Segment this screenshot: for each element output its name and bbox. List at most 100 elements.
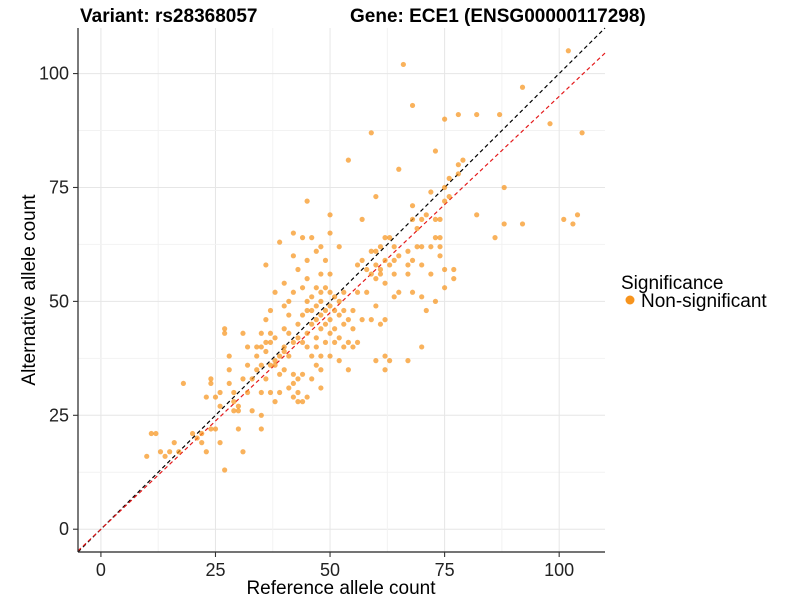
data-point — [451, 276, 457, 282]
data-point — [460, 157, 466, 163]
data-point — [327, 353, 333, 359]
data-point — [318, 271, 324, 277]
data-point — [254, 344, 260, 350]
data-point — [249, 408, 255, 414]
data-point — [272, 362, 278, 368]
data-point — [240, 376, 246, 382]
data-point — [428, 189, 434, 195]
data-point — [382, 235, 388, 241]
data-point — [235, 408, 241, 414]
data-point — [419, 216, 425, 222]
data-point — [309, 294, 315, 300]
data-point — [272, 335, 278, 341]
data-point — [437, 253, 443, 259]
data-point — [354, 289, 361, 295]
data-point — [313, 303, 319, 309]
data-point — [231, 408, 237, 414]
data-point — [396, 289, 402, 295]
data-point — [501, 221, 507, 227]
data-point — [299, 285, 306, 291]
data-point — [235, 426, 241, 432]
data-point — [368, 248, 374, 254]
data-point — [263, 348, 269, 355]
data-point — [373, 276, 379, 282]
data-point — [304, 307, 310, 314]
data-point — [249, 376, 255, 382]
data-point — [267, 389, 274, 396]
data-point — [391, 271, 397, 277]
data-point — [579, 130, 585, 136]
data-point — [446, 175, 452, 181]
data-point — [304, 330, 310, 336]
data-point — [281, 303, 287, 309]
data-point — [217, 440, 223, 446]
data-point — [336, 358, 342, 364]
data-point — [336, 298, 342, 304]
data-point — [299, 312, 306, 318]
data-point — [382, 317, 388, 323]
data-point — [359, 317, 365, 323]
data-point — [455, 162, 461, 168]
x-tick-label: 25 — [205, 560, 225, 580]
data-point — [428, 244, 434, 250]
data-point — [258, 426, 264, 432]
legend-title: Significance — [621, 273, 723, 294]
data-point — [281, 326, 287, 332]
data-point — [368, 130, 374, 136]
data-point — [309, 235, 315, 241]
data-point — [442, 184, 448, 191]
data-point — [286, 353, 292, 359]
data-point — [318, 367, 324, 373]
data-point — [474, 212, 480, 218]
data-point — [442, 266, 448, 273]
data-point — [208, 376, 214, 382]
data-point — [299, 371, 306, 377]
data-point — [451, 266, 457, 273]
data-point — [561, 216, 567, 222]
data-point — [203, 449, 209, 455]
data-point — [267, 339, 274, 345]
data-point — [244, 362, 251, 368]
data-point — [318, 353, 324, 359]
data-point — [222, 330, 228, 336]
data-point — [409, 203, 416, 209]
data-point — [318, 385, 324, 391]
data-point — [442, 198, 448, 204]
data-point — [432, 298, 439, 304]
data-point — [318, 289, 324, 295]
data-point — [157, 449, 164, 455]
data-point — [212, 394, 219, 400]
data-point — [332, 307, 338, 314]
data-point — [254, 353, 260, 359]
data-point — [258, 412, 264, 418]
data-point — [304, 276, 310, 282]
data-point — [442, 116, 448, 122]
data-point — [432, 235, 439, 241]
data-point — [180, 380, 186, 387]
data-point — [295, 335, 301, 341]
data-point — [377, 244, 384, 250]
data-point — [304, 298, 310, 304]
data-point — [263, 376, 269, 382]
data-point — [167, 449, 173, 455]
data-point — [199, 430, 205, 437]
data-point — [226, 353, 232, 359]
data-point — [332, 294, 338, 300]
data-point — [263, 317, 269, 323]
data-point — [419, 244, 425, 250]
data-point — [350, 344, 356, 350]
legend: Significance Non-significant — [621, 273, 767, 312]
data-point — [574, 212, 581, 218]
data-point — [295, 266, 301, 273]
data-point — [377, 266, 384, 273]
data-point — [212, 426, 219, 432]
data-point — [359, 257, 365, 263]
data-point — [373, 193, 379, 200]
data-point — [442, 285, 448, 291]
data-point — [208, 380, 214, 387]
data-point — [318, 326, 324, 332]
data-point — [432, 216, 439, 222]
data-point — [217, 389, 223, 396]
data-point — [267, 362, 274, 368]
